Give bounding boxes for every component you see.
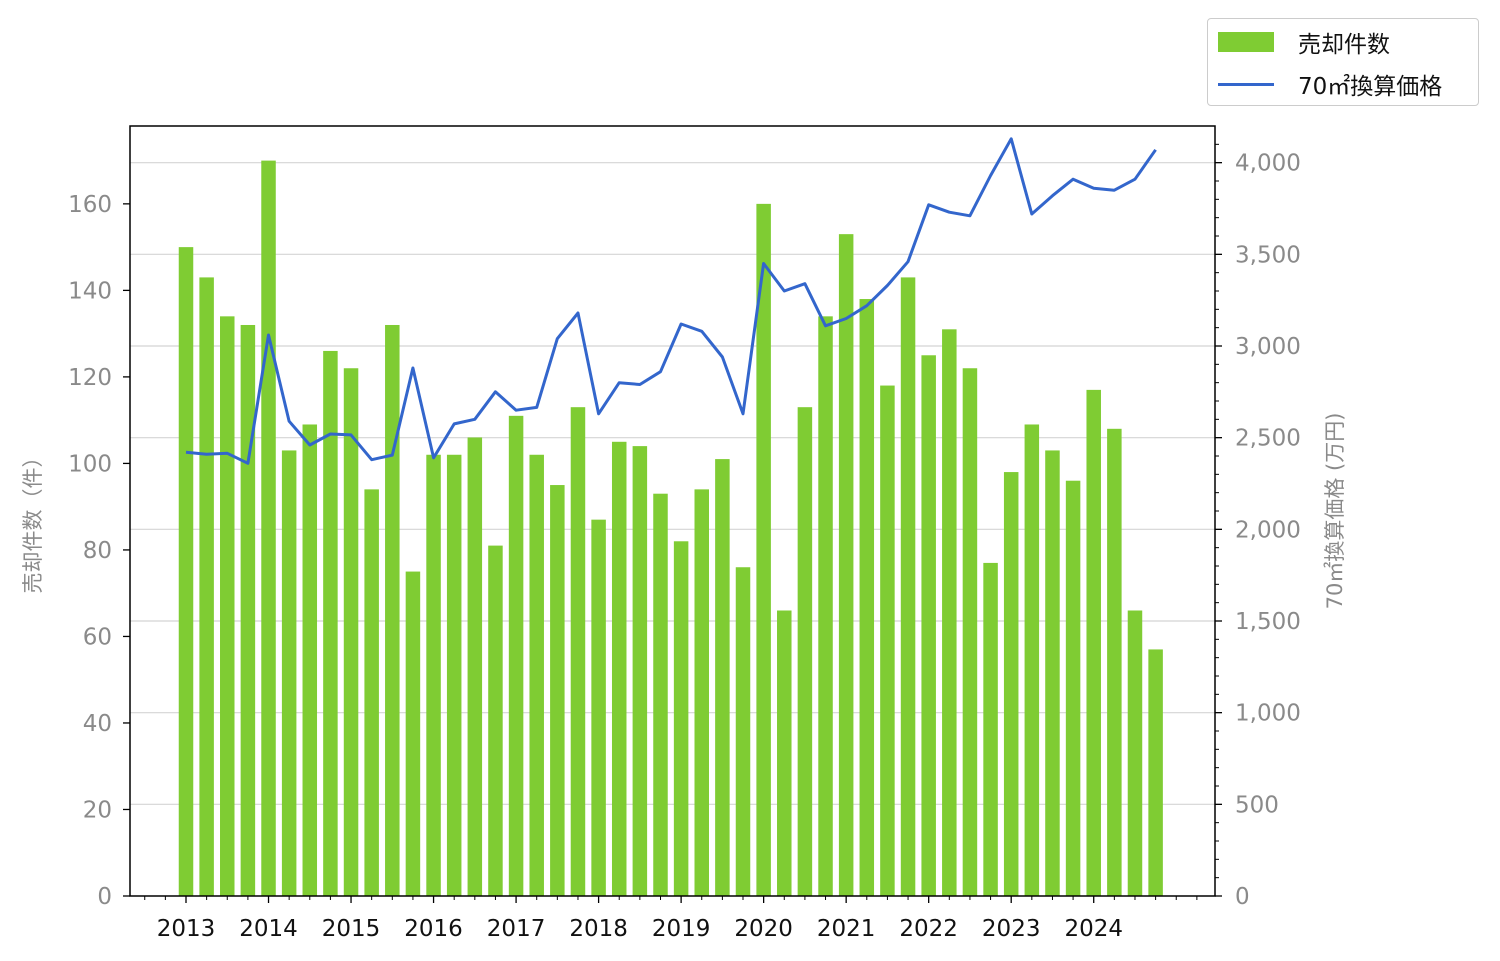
bar-2017-Q2	[529, 454, 544, 896]
legend-swatch-bar	[1218, 32, 1274, 52]
right-tick-label: 3,000	[1235, 334, 1301, 360]
x-tick-label: 2023	[982, 916, 1041, 942]
bar-2021-Q1	[838, 234, 854, 897]
bar-2019-Q2	[694, 489, 709, 896]
x-tick-label: 2019	[652, 916, 711, 942]
bar-2016-Q1	[426, 454, 441, 896]
bar-2013-Q1	[178, 247, 194, 896]
left-tick-label: 0	[97, 884, 112, 910]
right-tick-label: 4,000	[1235, 151, 1301, 177]
bar-2017-Q3	[550, 485, 565, 896]
bar-2023-Q3	[1045, 450, 1060, 896]
price-line	[185, 137, 1157, 465]
left-tick-label: 140	[68, 278, 112, 304]
bar-2019-Q1	[673, 541, 689, 896]
bar-2021-Q3	[880, 385, 895, 896]
bar-2022-Q3	[962, 368, 978, 896]
legend: 売却件数 70㎡換算価格	[1207, 18, 1479, 106]
bar-2016-Q3	[467, 437, 483, 896]
bar-2016-Q4	[488, 545, 503, 896]
x-tick-label: 2015	[322, 916, 381, 942]
bar-2019-Q3	[715, 459, 730, 896]
bar-2021-Q4	[900, 277, 916, 896]
bar-2020-Q4	[818, 316, 833, 897]
bar-2023-Q2	[1024, 424, 1040, 896]
right-tick-label: 1,000	[1235, 701, 1301, 727]
left-axis-title: 売却件数（件）	[21, 447, 45, 594]
line-series-price	[185, 137, 1157, 465]
bar-2021-Q2	[859, 299, 875, 897]
right-tick-label: 500	[1235, 792, 1279, 818]
bar-2024-Q2	[1107, 428, 1122, 896]
bar-2022-Q2	[942, 329, 957, 897]
bar-2013-Q4	[240, 324, 256, 896]
bar-2013-Q2	[199, 277, 214, 896]
left-tick-label: 160	[68, 192, 112, 218]
right-tick-label: 0	[1235, 884, 1250, 910]
right-axis-title: 70㎡換算価格 (万円)	[1323, 413, 1347, 610]
right-tick-label: 2,000	[1235, 517, 1301, 543]
bar-2017-Q1	[508, 415, 524, 896]
bar-2018-Q2	[611, 441, 627, 896]
x-tick-label: 2020	[734, 916, 793, 942]
left-tick-label: 120	[68, 365, 112, 391]
right-tick-label: 2,500	[1235, 426, 1301, 452]
left-tick-label: 100	[68, 451, 112, 477]
x-tick-label: 2017	[487, 916, 546, 942]
bar-2020-Q3	[797, 407, 813, 896]
bar-2014-Q1	[261, 160, 276, 896]
left-tick-label: 60	[83, 624, 112, 650]
bar-2014-Q2	[281, 450, 297, 896]
x-tick-label: 2014	[239, 916, 298, 942]
bar-2014-Q3	[302, 424, 318, 896]
bar-2014-Q4	[323, 350, 338, 896]
x-tick-label: 2022	[899, 916, 958, 942]
x-tick-label: 2018	[569, 916, 628, 942]
x-tick-label: 2021	[817, 916, 876, 942]
x-tick-label: 2016	[404, 916, 463, 942]
bar-2015-Q2	[364, 489, 379, 896]
bar-2024-Q4	[1148, 649, 1163, 896]
bar-2020-Q1	[756, 203, 771, 896]
bar-2018-Q3	[632, 446, 648, 896]
bar-2020-Q2	[777, 610, 792, 896]
right-tick-label: 3,500	[1235, 242, 1301, 268]
left-tick-label: 40	[83, 711, 112, 737]
bar-2018-Q4	[653, 493, 668, 896]
bar-2022-Q1	[921, 355, 936, 896]
axes: 0 20 40 60 80 100 120 140 160 0 500 1,000 1,500 2,000…	[68, 143, 1301, 942]
bar-2024-Q3	[1127, 610, 1143, 896]
bar-2016-Q2	[446, 454, 462, 896]
right-tick-label: 1,500	[1235, 609, 1301, 635]
bar-2023-Q4	[1065, 480, 1081, 896]
legend-item-line: 70㎡換算価格	[1218, 69, 1443, 100]
bar-series-sales-count	[178, 160, 1163, 897]
left-tick-label: 80	[83, 538, 112, 564]
bar-2015-Q1	[343, 368, 359, 896]
bar-2013-Q3	[220, 316, 235, 897]
bar-2015-Q3	[385, 324, 400, 896]
legend-label-line: 70㎡換算価格	[1298, 74, 1443, 100]
legend-swatch-line	[1218, 82, 1274, 86]
bar-2022-Q4	[983, 562, 998, 896]
bar-2018-Q1	[591, 519, 606, 896]
bar-2019-Q4	[735, 567, 751, 896]
bar-2024-Q1	[1086, 389, 1101, 896]
bar-2017-Q4	[570, 407, 586, 896]
x-tick-label: 2013	[157, 916, 216, 942]
legend-item-bar: 売却件数	[1218, 27, 1390, 58]
left-tick-label: 20	[83, 797, 112, 823]
legend-label-bar: 売却件数	[1298, 32, 1390, 58]
x-tick-label: 2024	[1064, 916, 1123, 942]
bar-2015-Q4	[405, 571, 421, 896]
bar-2023-Q1	[1003, 472, 1019, 896]
